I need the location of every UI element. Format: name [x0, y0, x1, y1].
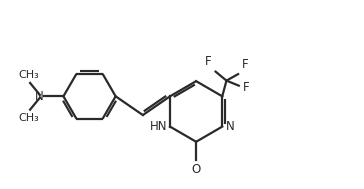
- Text: F: F: [205, 55, 211, 68]
- Text: F: F: [242, 58, 248, 71]
- Text: N: N: [35, 90, 43, 103]
- Text: CH₃: CH₃: [18, 113, 39, 123]
- Text: O: O: [191, 163, 201, 176]
- Text: HN: HN: [150, 120, 168, 133]
- Text: F: F: [242, 81, 249, 94]
- Text: N: N: [226, 120, 235, 133]
- Text: CH₃: CH₃: [18, 70, 39, 80]
